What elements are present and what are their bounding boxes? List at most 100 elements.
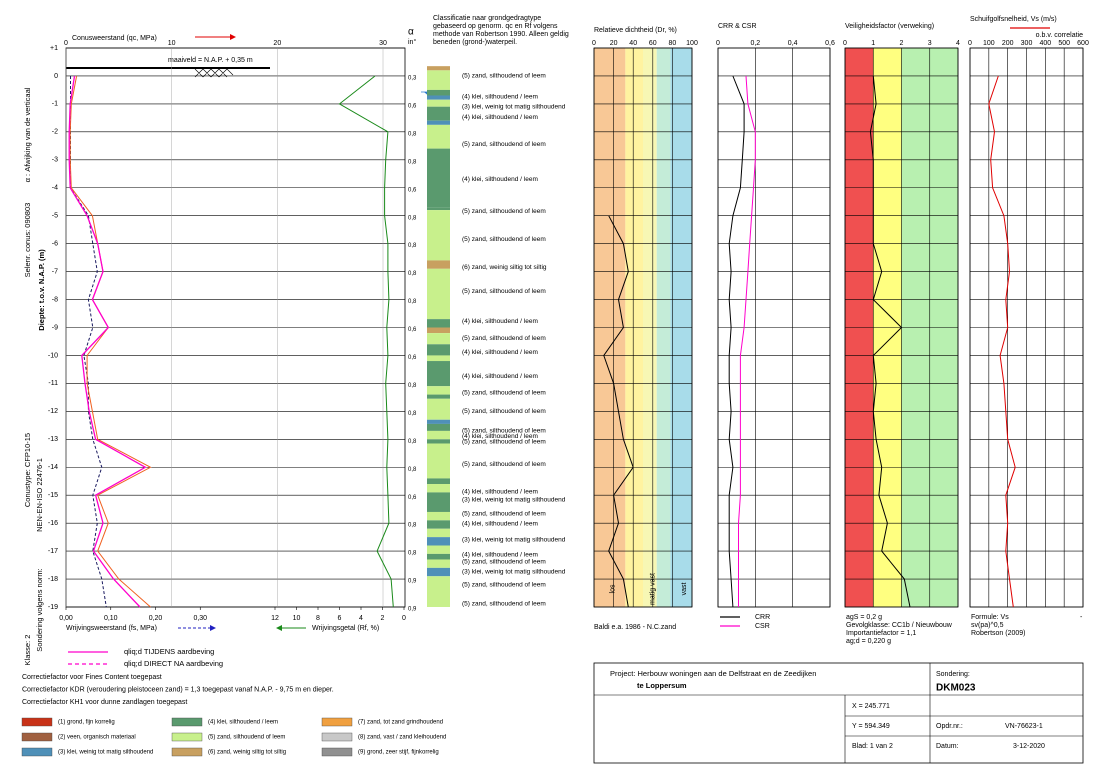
depth-tick-label: -1 <box>52 101 58 108</box>
panel-tick-label: 1 <box>871 40 875 47</box>
qc-arrow-head <box>230 34 236 40</box>
soil-layer <box>427 333 450 345</box>
layer-label: (5) zand, silthoudend of leem <box>462 427 546 434</box>
soil-layer <box>427 576 450 607</box>
soil-layer <box>427 430 450 440</box>
layer-label: (5) zand, silthoudend of leem <box>462 208 546 215</box>
alpha-value: 0,6 <box>408 187 417 193</box>
panel-note: Importantiefactor = 1,1 <box>846 630 916 637</box>
panel-title: Schuifgolfsnelheid, Vs (m/s) <box>970 16 1057 23</box>
side-label: Sondering volgens norm: <box>35 568 44 651</box>
fs-tick-label: 0,00 <box>59 615 73 622</box>
panel-tick-label: 0 <box>592 40 596 47</box>
side-label: α : Afwijking van de verticaal <box>23 87 32 182</box>
depth-tick-label: -2 <box>52 129 58 136</box>
fs-curve <box>869 75 911 608</box>
depth-tick-label: -13 <box>48 436 58 443</box>
vs-curve <box>988 75 1016 608</box>
classification-text: methode van Robertson 1990. Alleen geldi… <box>433 31 569 38</box>
alpha-value: 0,8 <box>408 383 417 389</box>
crr-curve <box>738 75 756 607</box>
rf-tick-label: 6 <box>338 615 342 622</box>
soil-layer <box>427 120 450 125</box>
order-label: Opdr.nr.: <box>936 723 963 730</box>
soil-swatch <box>21 732 53 742</box>
panel-tick-label: 4 <box>956 40 960 47</box>
soil-layer <box>427 344 450 356</box>
legend-label: qliq;d DIRECT NA aardbeving <box>124 659 223 668</box>
soil-legend-label: (8) zand, vast / zand kleihoudend <box>358 735 446 741</box>
soil-swatch <box>321 747 353 757</box>
soil-layer <box>427 439 450 444</box>
panel-tick-label: 2 <box>900 40 904 47</box>
alpha-value: 0,8 <box>408 467 417 473</box>
layer-label: (5) zand, silthoudend of leem <box>462 335 546 342</box>
alpha-value: 0,8 <box>408 551 417 557</box>
depth-tick-label: -9 <box>52 324 58 331</box>
layer-label: (4) klei, silthoudend / leem <box>462 520 538 527</box>
layer-label: (6) zand, weinig siltig tot siltig <box>462 264 547 271</box>
depth-tick-label: -15 <box>48 492 58 499</box>
alpha-value: 0,8 <box>408 271 417 277</box>
panel-tick-label: 0,4 <box>788 40 798 47</box>
soil-layer <box>427 537 450 546</box>
soil-layer <box>427 210 450 261</box>
alpha-label: α <box>408 27 414 38</box>
soil-legend-label: (1) grond, fijn korrelig <box>58 720 115 726</box>
soil-layer <box>427 553 450 560</box>
legend-note: Correctiefactor KDR (veroudering pleisto… <box>22 686 334 693</box>
classification-text: beneden (grond-)waterpeil. <box>433 39 517 46</box>
legend-note: Correctiefactor KH1 voor dunne zandlagen… <box>22 699 187 706</box>
soil-legend-label: (6) zand, weinig siltig tot siltig <box>208 750 286 756</box>
qc-tick-label: 30 <box>379 40 387 47</box>
layer-label: (5) zand, silthoudend of leem <box>462 438 546 445</box>
coord-x: X = 245.771 <box>852 703 890 710</box>
layer-label: (4) klei, silthoudend / leem <box>462 373 538 380</box>
date: 3-12-2020 <box>1013 743 1045 750</box>
sondering-label: Sondering: <box>936 671 970 678</box>
soil-layer <box>427 492 450 512</box>
soil-layer <box>427 528 450 538</box>
panel-title: Relatieve dichtheid (Dr, %) <box>594 27 677 34</box>
zone-label: matig vast <box>650 573 657 605</box>
layer-label: (5) zand, silthoudend of leem <box>462 582 546 589</box>
alpha-unit: in° <box>408 38 416 46</box>
fs-axis-label: Wrijvingsweerstand (fs, MPa) <box>66 625 157 632</box>
depth-tick-label: -11 <box>48 380 58 387</box>
rf-tick-label: 0 <box>402 615 406 622</box>
soil-layer <box>427 99 450 107</box>
side-label: Klasse: 2 <box>23 635 32 666</box>
soil-layer <box>427 319 450 328</box>
soil-layer <box>427 398 450 420</box>
panel-note: sv(pa)^0,5 <box>971 622 1004 629</box>
panel-tick-label: 500 <box>1058 40 1070 47</box>
depth-tick-label: -5 <box>52 213 58 220</box>
soil-legend-label: (7) zand, tot zand grindhoudend <box>358 720 443 726</box>
panel-tick-label: 80 <box>669 40 677 47</box>
panel-frame <box>593 47 693 608</box>
fs-tick-label: 0,20 <box>149 615 163 622</box>
alpha-value: 0,8 <box>408 159 417 165</box>
soil-swatch <box>171 717 203 727</box>
soil-swatch <box>321 717 353 727</box>
maaiveld: maaiveld = N.A.P. + 0,35 m <box>168 57 253 64</box>
zone-label: los <box>610 584 617 593</box>
soil-layer <box>427 355 450 362</box>
soil-swatch <box>21 747 53 757</box>
panel-note: ag;d = 0,220 g <box>846 638 891 645</box>
layer-label: (4) klei, silthoudend / leem <box>462 433 538 440</box>
project: Project: Herbouw woningen aan de Delfstr… <box>610 669 816 678</box>
depth-tick-label: -16 <box>48 520 58 527</box>
layer-label: (5) zand, silthoudend of leem <box>462 236 546 243</box>
soil-layer <box>427 478 450 485</box>
qliq-curve <box>68 75 147 608</box>
panel-tick-label: 300 <box>1021 40 1033 47</box>
soil-layer <box>427 95 450 100</box>
layer-label: (5) zand, silthoudend of leem <box>462 558 546 565</box>
qc-tick-label: 0 <box>64 40 68 47</box>
classification-text: gebaseerd op genorm. qc en Rf volgens <box>433 23 558 30</box>
soil-layer <box>427 124 450 149</box>
dr-note: Baldi e.a. 1986 - N.C.zand <box>594 624 676 631</box>
soil-layer <box>427 545 450 554</box>
